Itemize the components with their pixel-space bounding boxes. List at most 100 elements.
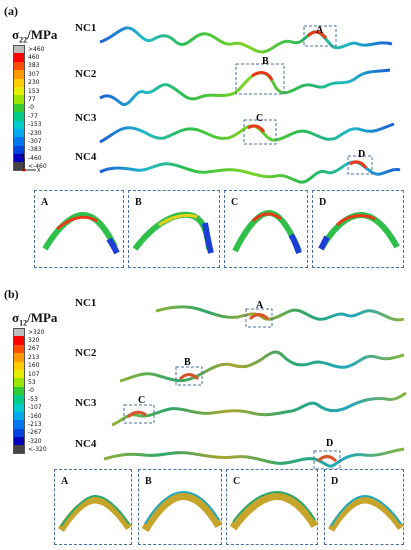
stress-subscript: 22 [19, 35, 28, 45]
legend-label: -153 [28, 121, 42, 129]
axis-triad-icon: Y X [20, 153, 41, 174]
legend-row: 160 [13, 361, 83, 370]
zoom-label: A [41, 197, 49, 208]
axis-x-label: X [37, 168, 41, 174]
legend-label: -230 [28, 129, 42, 137]
zoom-panel-b: B [138, 469, 223, 545]
legend-label: <-460 [28, 163, 47, 171]
zoom-panel-c: C [224, 190, 308, 268]
legend-swatch [13, 378, 25, 387]
panel-a: (a) σ22/MPa >460 460 383 307 230 153 77 -0 -77 -1… [0, 0, 411, 272]
legend-label: 213 [28, 353, 40, 361]
legend-swatch [13, 78, 25, 87]
legend-label: -0 [28, 104, 34, 112]
fiber-nc4 [103, 447, 405, 468]
zoom-label: C [231, 197, 239, 208]
panel-b-stress-title: σ12/MPa [12, 310, 57, 328]
fiber-nc1-hotspot [248, 313, 270, 321]
fiber-nc4 [99, 160, 401, 184]
stress-symbol: σ [12, 310, 20, 325]
legend-row: -107 [13, 403, 83, 412]
panel-a-legend: >460 460 383 307 230 153 77 -0 -77 -153 -230 -307 -3… [13, 45, 83, 171]
zoom-label: B [135, 197, 142, 208]
legend-swatch [13, 103, 25, 113]
marker-label-b: B [262, 56, 269, 67]
zoom-curve-a [42, 211, 120, 255]
marker-label-b: B [184, 357, 191, 368]
zoom-curve-d [327, 494, 404, 532]
panel-b-label: (b) [4, 287, 19, 301]
legend-swatch [13, 369, 25, 379]
legend-label: 77 [28, 96, 36, 104]
legend-label: 320 [28, 337, 40, 345]
marker-label-c: C [138, 395, 145, 406]
legend-row: -230 [13, 128, 83, 138]
marker-label-a: A [316, 25, 324, 36]
legend-row: -307 [13, 137, 83, 146]
legend-row: -383 [13, 145, 83, 155]
zoom-curve-d [318, 211, 400, 251]
zoom-label: C [233, 476, 241, 487]
row-label-nc2: NC2 [75, 68, 97, 80]
legend-swatch [13, 145, 25, 155]
legend-row: -153 [13, 120, 83, 129]
row-label-nc4: NC4 [75, 151, 97, 163]
row-label-nc3: NC3 [75, 112, 97, 124]
legend-label: -213 [28, 420, 42, 428]
panel-a-stress-title: σ22/MPa [12, 27, 57, 45]
marker-box-a [303, 25, 337, 47]
row-label-nc4: NC4 [75, 438, 97, 450]
legend-swatch [13, 428, 25, 438]
legend-swatch [13, 120, 25, 129]
marker-label-a: A [256, 300, 264, 311]
legend-row: -267 [13, 428, 83, 438]
legend-label: -460 [28, 154, 42, 162]
fiber-nc1 [99, 26, 393, 54]
legend-swatch [13, 70, 25, 79]
legend-row: 213 [13, 353, 83, 362]
legend-row: 307 [13, 70, 83, 79]
fiber-nc1 [155, 305, 405, 322]
zoom-label: D [331, 476, 339, 487]
panel-b-legend: >320 320 267 213 160 107 53 -0 -53 -107 -160 -213 -2… [13, 328, 83, 454]
legend-label: -0 [28, 387, 34, 395]
legend-label: -107 [28, 404, 42, 412]
fiber-nc2 [99, 68, 391, 106]
legend-swatch [13, 53, 25, 62]
axis-y-label: Y [20, 153, 25, 159]
fiber-nc4-hotspot [349, 160, 368, 169]
legend-row: -160 [13, 411, 83, 421]
legend-swatch [13, 128, 25, 138]
legend-swatch [13, 45, 25, 54]
legend-label: 107 [28, 370, 40, 378]
legend-swatch [13, 336, 25, 345]
legend-label: >460 [28, 45, 45, 53]
legend-label: -160 [28, 412, 42, 420]
stress-unit: /MPa [27, 310, 58, 325]
legend-row: 230 [13, 78, 83, 87]
panel-b: (b) σ12/MPa >320 320 267 213 160 107 53 -0 -53 -1… [0, 283, 411, 550]
legend-row: -0 [13, 103, 83, 113]
marker-box-c [243, 119, 277, 145]
legend-swatch [13, 344, 25, 354]
panel-a-label: (a) [4, 4, 18, 18]
row-label-nc2: NC2 [75, 347, 97, 359]
legend-row: 107 [13, 369, 83, 379]
fiber-nc2-hotspot [178, 373, 200, 381]
legend-label: -383 [28, 146, 42, 154]
zoom-label: A [61, 476, 69, 487]
legend-swatch [13, 328, 25, 337]
stress-symbol: σ [12, 27, 20, 42]
panel-b-fiber-curves: A B C D [103, 300, 407, 470]
zoom-curve-c [232, 209, 302, 254]
fiber-nc2-hotspot [251, 71, 274, 81]
legend-row: 77 [13, 95, 83, 104]
fiber-nc3 [111, 391, 407, 427]
legend-row: 153 [13, 86, 83, 96]
legend-swatch [13, 353, 25, 362]
zoom-panel-a: A [54, 469, 132, 545]
legend-label: -53 [28, 395, 38, 403]
legend-row: -0 [13, 386, 83, 396]
marker-box-b [235, 63, 285, 95]
legend-label: 307 [28, 70, 40, 78]
